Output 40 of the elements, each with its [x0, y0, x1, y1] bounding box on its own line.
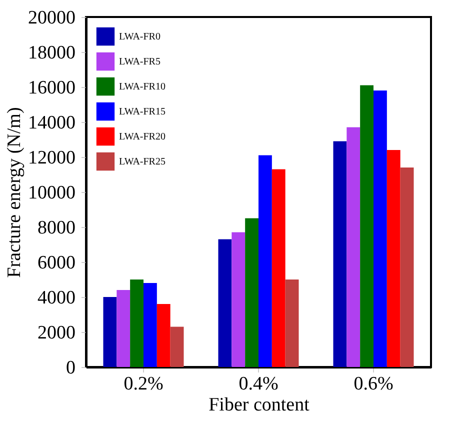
- y-tick-label: 12000: [28, 148, 76, 168]
- y-tick-label: 16000: [28, 78, 76, 98]
- y-tick-label: 18000: [28, 42, 76, 64]
- bar: [333, 141, 347, 367]
- legend-label: LWA-FR20: [119, 132, 166, 142]
- legend-label: LWA-FR5: [119, 56, 160, 68]
- y-tick-label: 20000: [28, 8, 76, 28]
- y-tick-label: 2000: [38, 322, 76, 344]
- bar: [400, 168, 414, 367]
- y-tick-label: 14000: [28, 112, 76, 134]
- bar: [272, 169, 286, 367]
- x-tick-label: 0.4%: [238, 374, 278, 394]
- bar: [232, 232, 246, 367]
- y-tick-label: 8000: [38, 218, 76, 238]
- legend-label: LWA-FR15: [119, 106, 166, 118]
- y-axis-title: Fracture energy (N/m): [4, 107, 25, 278]
- y-tick-label: 6000: [38, 252, 76, 274]
- y-tick-label: 4000: [38, 288, 76, 308]
- bar: [116, 290, 130, 367]
- bar: [374, 90, 387, 367]
- legend-label: LWA-FR10: [119, 82, 166, 92]
- bar: [218, 239, 232, 367]
- bar: [386, 150, 400, 367]
- legend-label: LWA-FR25: [119, 156, 166, 168]
- bar: [156, 304, 170, 367]
- bar: [144, 283, 157, 367]
- x-tick-label: 0.2%: [124, 374, 164, 394]
- bar: [245, 218, 258, 367]
- bar: [170, 326, 184, 367]
- bar: [346, 127, 360, 367]
- bar: [285, 280, 299, 367]
- bar: [258, 155, 272, 367]
- x-axis-title: Fiber content: [208, 394, 310, 416]
- y-tick-label: 10000: [28, 182, 76, 204]
- y-tick-label: 0: [66, 358, 76, 378]
- legend-label: LWA-FR0: [119, 32, 160, 42]
- bar: [130, 280, 144, 367]
- bar: [360, 85, 374, 367]
- x-tick-label: 0.6%: [354, 374, 394, 394]
- bar: [103, 297, 117, 367]
